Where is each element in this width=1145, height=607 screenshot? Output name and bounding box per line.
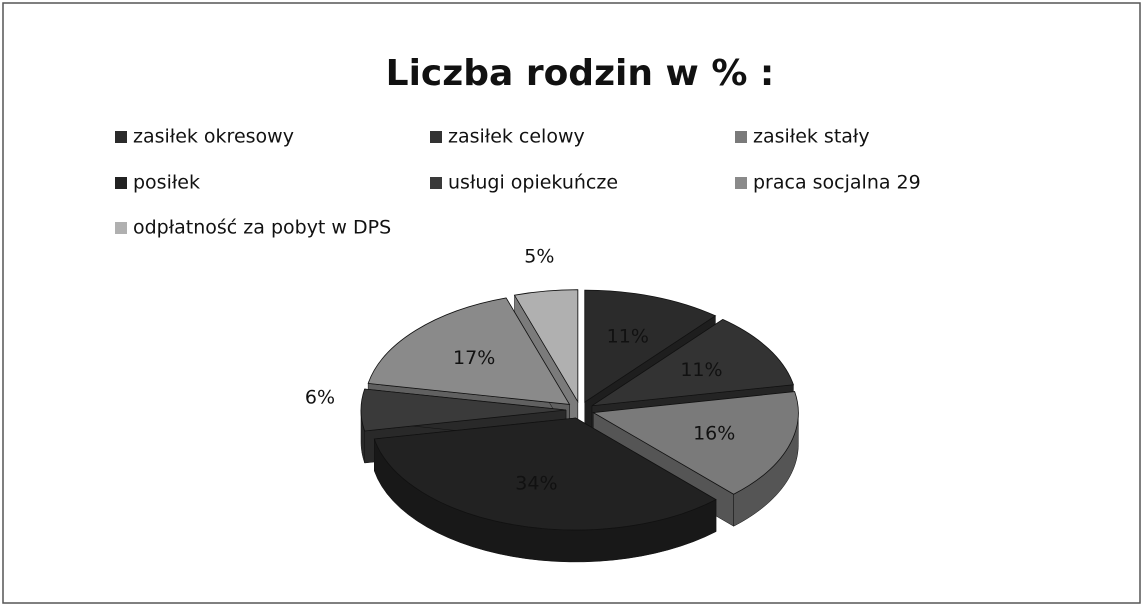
legend-label: odpłatność za pobyt w DPS [133,217,391,239]
data-label: 34% [515,473,557,495]
data-label: 6% [305,387,335,409]
pie-slice [513,289,579,404]
legend-swatch [115,131,127,143]
data-label: 16% [693,423,735,445]
data-label: 11% [680,359,722,381]
pie-slice [591,318,794,407]
legend-label: zasiłek stały [753,126,870,148]
legend-swatch [115,222,127,234]
legend-swatch [735,131,747,143]
data-label: 5% [524,245,554,267]
pie-slice [360,388,567,432]
legend-label: praca socjalna 29 [753,172,921,194]
legend-label: zasiłek okresowy [133,126,294,148]
pie-slice [592,391,799,495]
legend-swatch [735,177,747,189]
pie-slice [584,289,717,403]
legend-label: zasiłek celowy [448,126,585,148]
data-label: 17% [453,347,495,369]
legend-label: usługi opiekuńcze [448,172,618,194]
legend-swatch [430,177,442,189]
pie-slice [373,417,717,531]
pie-slice [367,297,571,405]
legend-swatch [430,131,442,143]
legend-label: posiłek [133,172,200,194]
legend-swatch [115,177,127,189]
data-label: 11% [607,325,649,347]
chart-title: Liczba rodzin w % : [386,53,775,94]
